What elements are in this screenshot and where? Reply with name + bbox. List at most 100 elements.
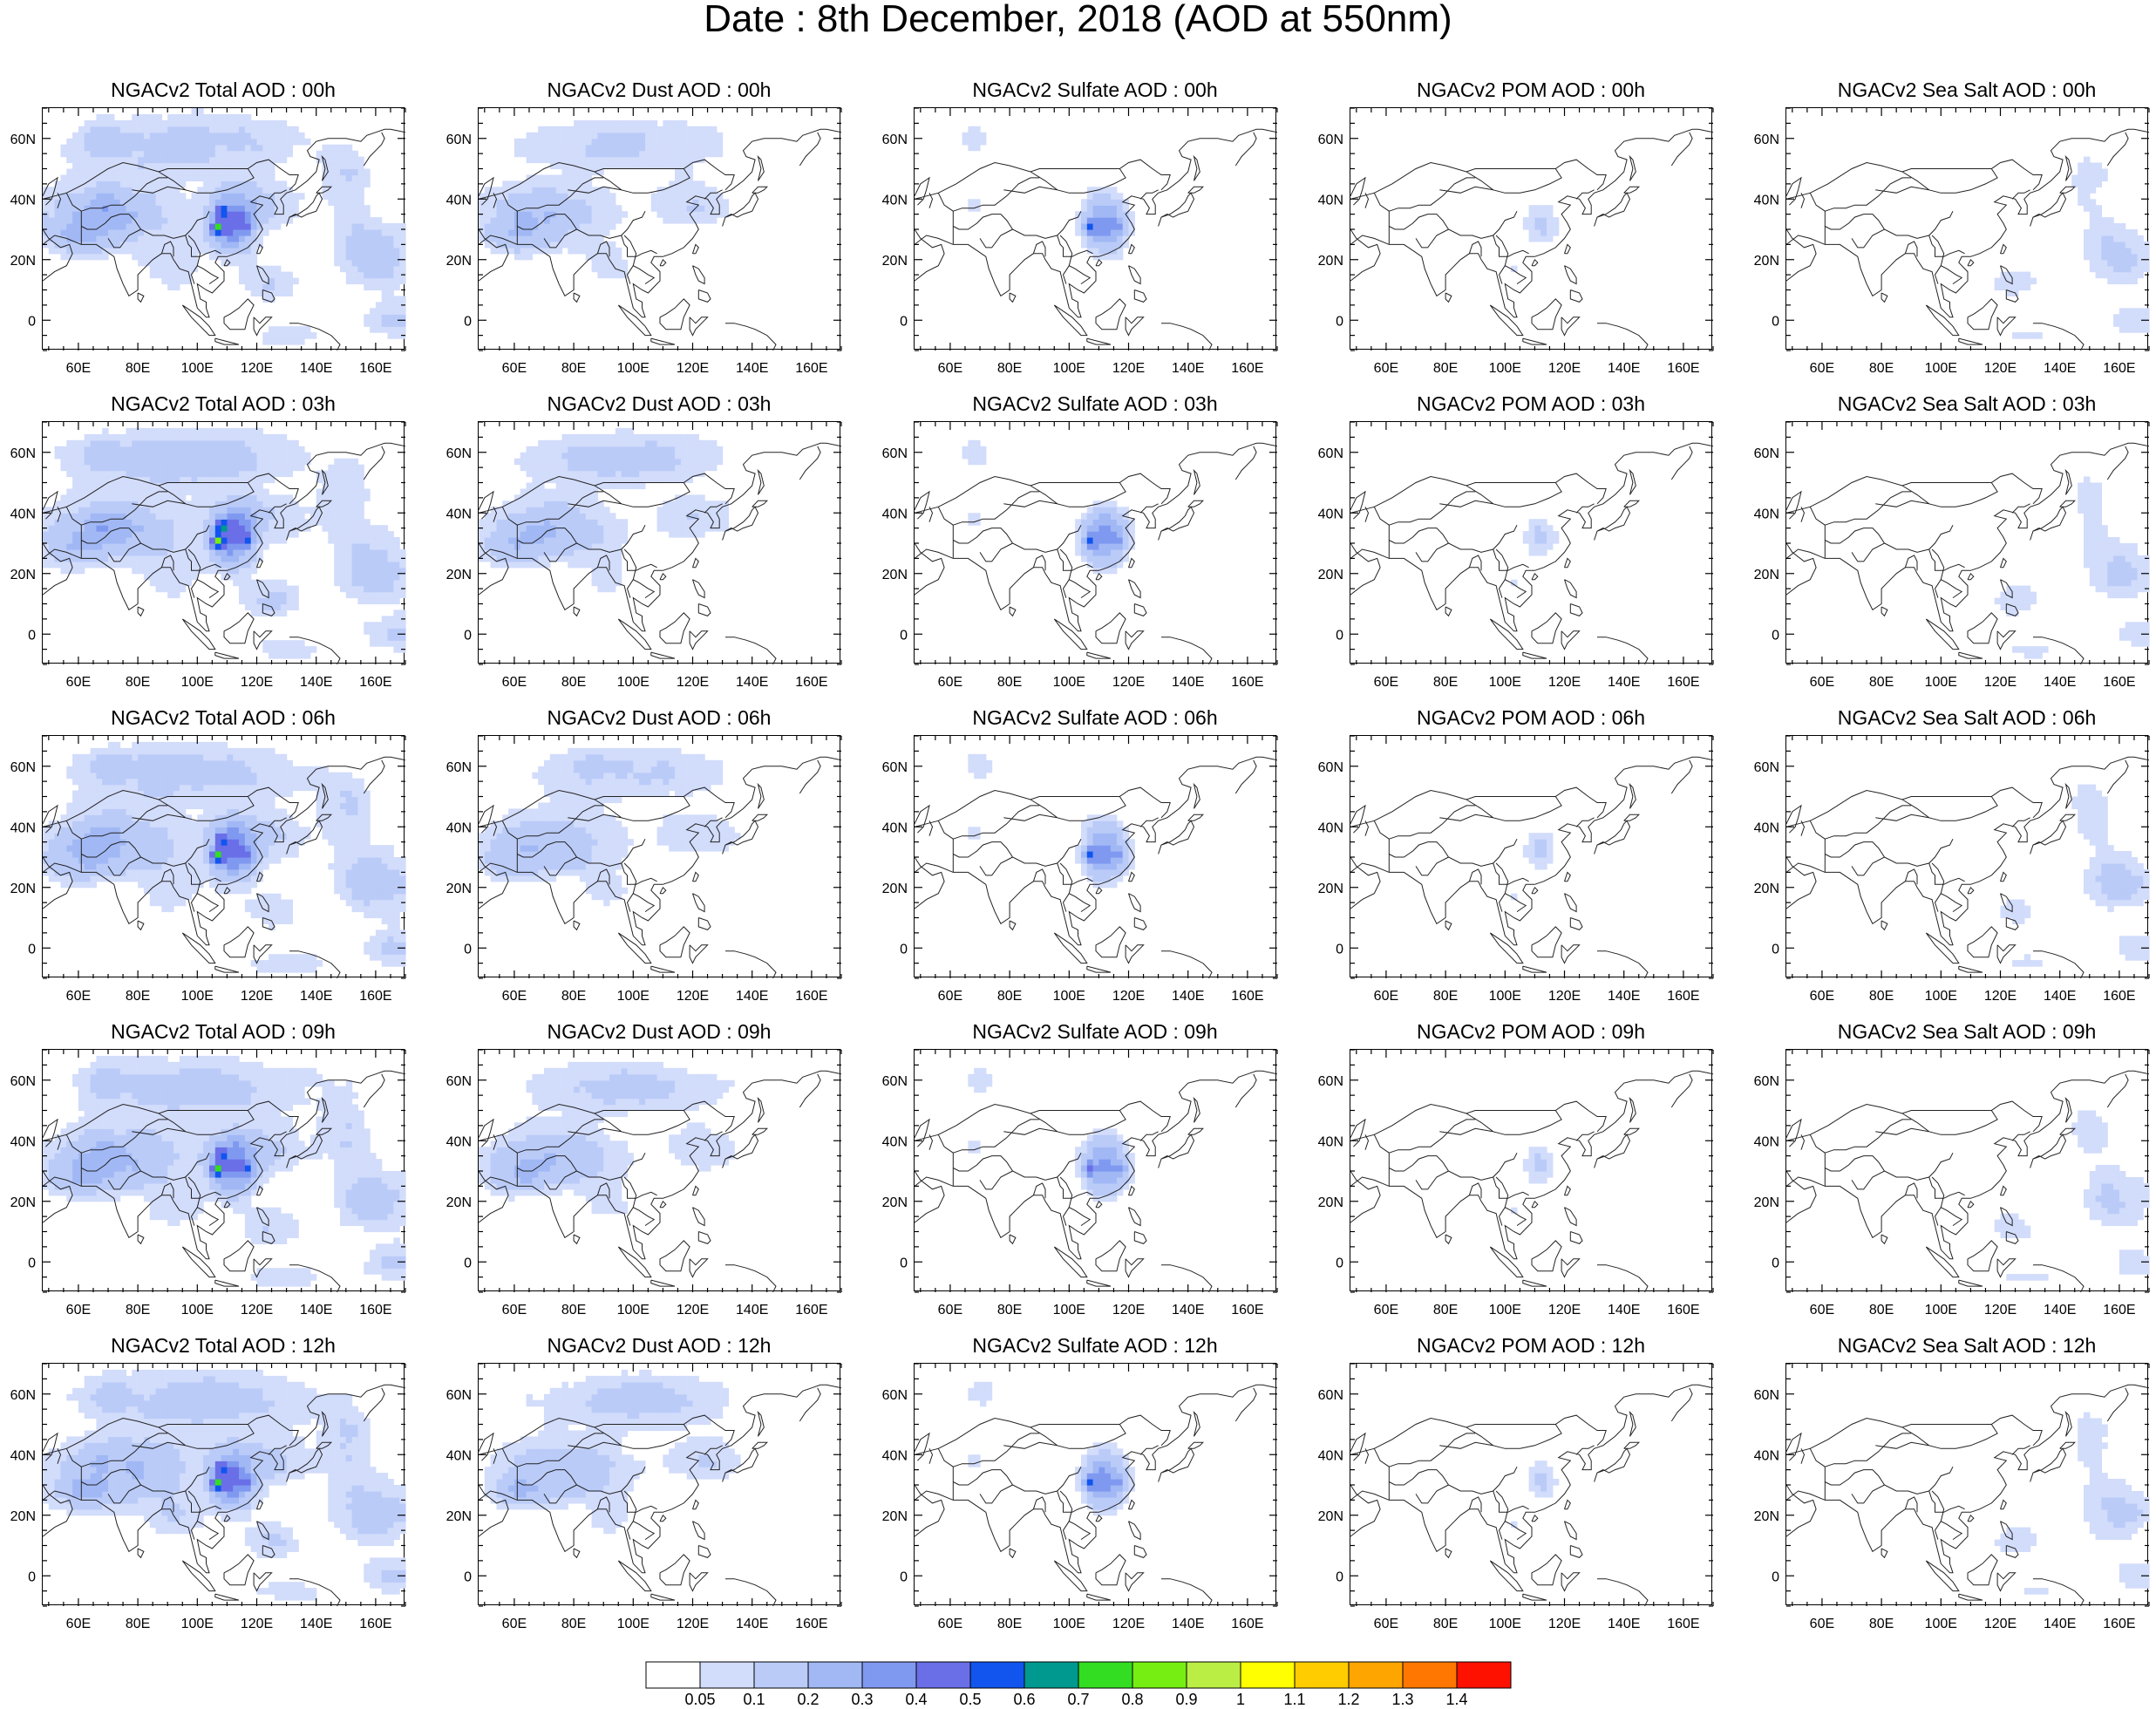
lon-tick-label: 100E bbox=[1925, 989, 1957, 1004]
lon-tick-label: 140E bbox=[1608, 675, 1640, 690]
lat-tick-label: 20N bbox=[10, 254, 36, 269]
lat-tick-label: 40N bbox=[446, 1134, 472, 1149]
lat-tick-label: 40N bbox=[1754, 820, 1779, 835]
lon-tick-label: 140E bbox=[1172, 989, 1204, 1004]
lat-tick-label: 40N bbox=[882, 193, 908, 208]
lon-tick-label: 100E bbox=[1053, 1617, 1085, 1631]
aod-field bbox=[1995, 157, 2150, 339]
lat-tick-label: 0 bbox=[464, 1256, 472, 1270]
lon-tick-label: 100E bbox=[1053, 989, 1085, 1004]
lon-tick-label: 160E bbox=[1667, 989, 1699, 1004]
lat-tick-label: 60N bbox=[446, 1074, 472, 1089]
lon-tick-label: 120E bbox=[1984, 361, 2017, 376]
lat-tick-label: 60N bbox=[1754, 760, 1779, 775]
colorbar-swatch bbox=[808, 1662, 862, 1688]
lat-tick-label: 60N bbox=[882, 760, 908, 775]
lon-tick-label: 60E bbox=[938, 989, 962, 1004]
lat-tick-label: 0 bbox=[464, 942, 472, 957]
lon-tick-label: 160E bbox=[2103, 1303, 2135, 1317]
lat-tick-label: 40N bbox=[1754, 1448, 1779, 1463]
lat-tick-label: 0 bbox=[900, 628, 908, 643]
colorbar-swatches bbox=[645, 1661, 1512, 1689]
lat-tick-label: 0 bbox=[900, 314, 908, 329]
lon-tick-label: 60E bbox=[1374, 989, 1398, 1004]
aod-field bbox=[968, 1382, 1135, 1516]
lon-tick-label: 120E bbox=[241, 361, 273, 376]
lon-tick-label: 160E bbox=[1667, 361, 1699, 376]
lat-tick-label: 60N bbox=[1318, 446, 1343, 461]
panel-title-dust-1: NGACv2 Dust AOD : 03h bbox=[443, 392, 875, 415]
lat-tick-label: 40N bbox=[1318, 193, 1343, 208]
aod-field bbox=[43, 108, 406, 345]
lon-tick-label: 120E bbox=[677, 989, 709, 1004]
lat-tick-label: 40N bbox=[882, 820, 908, 835]
lon-tick-label: 80E bbox=[1869, 361, 1894, 376]
lon-tick-label: 80E bbox=[561, 1303, 586, 1317]
lon-tick-label: 140E bbox=[2044, 675, 2076, 690]
lat-tick-label: 0 bbox=[28, 628, 36, 643]
lat-tick-label: 20N bbox=[1318, 254, 1343, 269]
lon-tick-label: 140E bbox=[300, 675, 332, 690]
panel-title-pom-4: NGACv2 POM AOD : 12h bbox=[1315, 1334, 1747, 1357]
lat-tick-label: 0 bbox=[1772, 1569, 1779, 1584]
lat-tick-label: 20N bbox=[446, 568, 472, 582]
lon-tick-label: 160E bbox=[1231, 989, 1263, 1004]
lon-tick-label: 160E bbox=[2103, 989, 2135, 1004]
panel-title-dust-2: NGACv2 Dust AOD : 06h bbox=[443, 706, 875, 729]
lon-tick-label: 60E bbox=[66, 1617, 91, 1631]
lon-tick-label: 120E bbox=[1548, 675, 1581, 690]
lon-tick-label: 140E bbox=[1608, 989, 1640, 1004]
lon-tick-label: 160E bbox=[795, 1617, 827, 1631]
aod-field bbox=[43, 742, 406, 973]
lon-tick-label: 100E bbox=[617, 1617, 650, 1631]
lat-tick-label: 60N bbox=[882, 1388, 908, 1403]
lat-tick-label: 0 bbox=[1336, 1256, 1343, 1270]
lon-tick-label: 100E bbox=[1925, 1303, 1957, 1317]
lat-tick-label: 0 bbox=[1336, 314, 1343, 329]
lon-tick-label: 160E bbox=[359, 675, 391, 690]
colorbar-label: 0.2 bbox=[782, 1691, 834, 1709]
lon-tick-label: 160E bbox=[795, 675, 827, 690]
colorbar-swatch bbox=[1132, 1662, 1187, 1688]
lat-tick-label: 0 bbox=[1336, 1569, 1343, 1584]
colorbar-swatch bbox=[1078, 1662, 1132, 1688]
lon-tick-label: 140E bbox=[300, 1617, 332, 1631]
colorbar-swatch bbox=[1241, 1662, 1295, 1688]
lon-tick-label: 60E bbox=[938, 1303, 962, 1317]
lat-tick-label: 20N bbox=[10, 1509, 36, 1524]
lon-tick-label: 60E bbox=[66, 675, 91, 690]
lat-tick-label: 20N bbox=[1318, 568, 1343, 582]
colorbar-label: 0.6 bbox=[998, 1691, 1051, 1709]
lat-tick-label: 20N bbox=[446, 882, 472, 896]
lat-tick-label: 0 bbox=[28, 942, 36, 957]
lon-tick-label: 100E bbox=[1925, 361, 1957, 376]
lon-tick-label: 140E bbox=[736, 1303, 768, 1317]
lon-tick-label: 80E bbox=[1433, 361, 1458, 376]
lon-tick-label: 60E bbox=[1810, 989, 1834, 1004]
panel-title-total-0: NGACv2 Total AOD : 00h bbox=[7, 78, 439, 101]
lon-tick-label: 120E bbox=[1548, 1617, 1581, 1631]
lat-tick-label: 40N bbox=[10, 1448, 36, 1463]
lat-tick-label: 60N bbox=[446, 133, 472, 147]
lat-tick-label: 0 bbox=[28, 1256, 36, 1270]
lon-tick-label: 80E bbox=[997, 989, 1022, 1004]
lon-tick-label: 60E bbox=[502, 989, 527, 1004]
lon-tick-label: 120E bbox=[1112, 1617, 1145, 1631]
colorbar-label: 1.3 bbox=[1377, 1691, 1429, 1709]
lat-tick-label: 60N bbox=[1754, 446, 1779, 461]
lon-tick-label: 100E bbox=[617, 989, 650, 1004]
lat-tick-label: 60N bbox=[1318, 133, 1343, 147]
